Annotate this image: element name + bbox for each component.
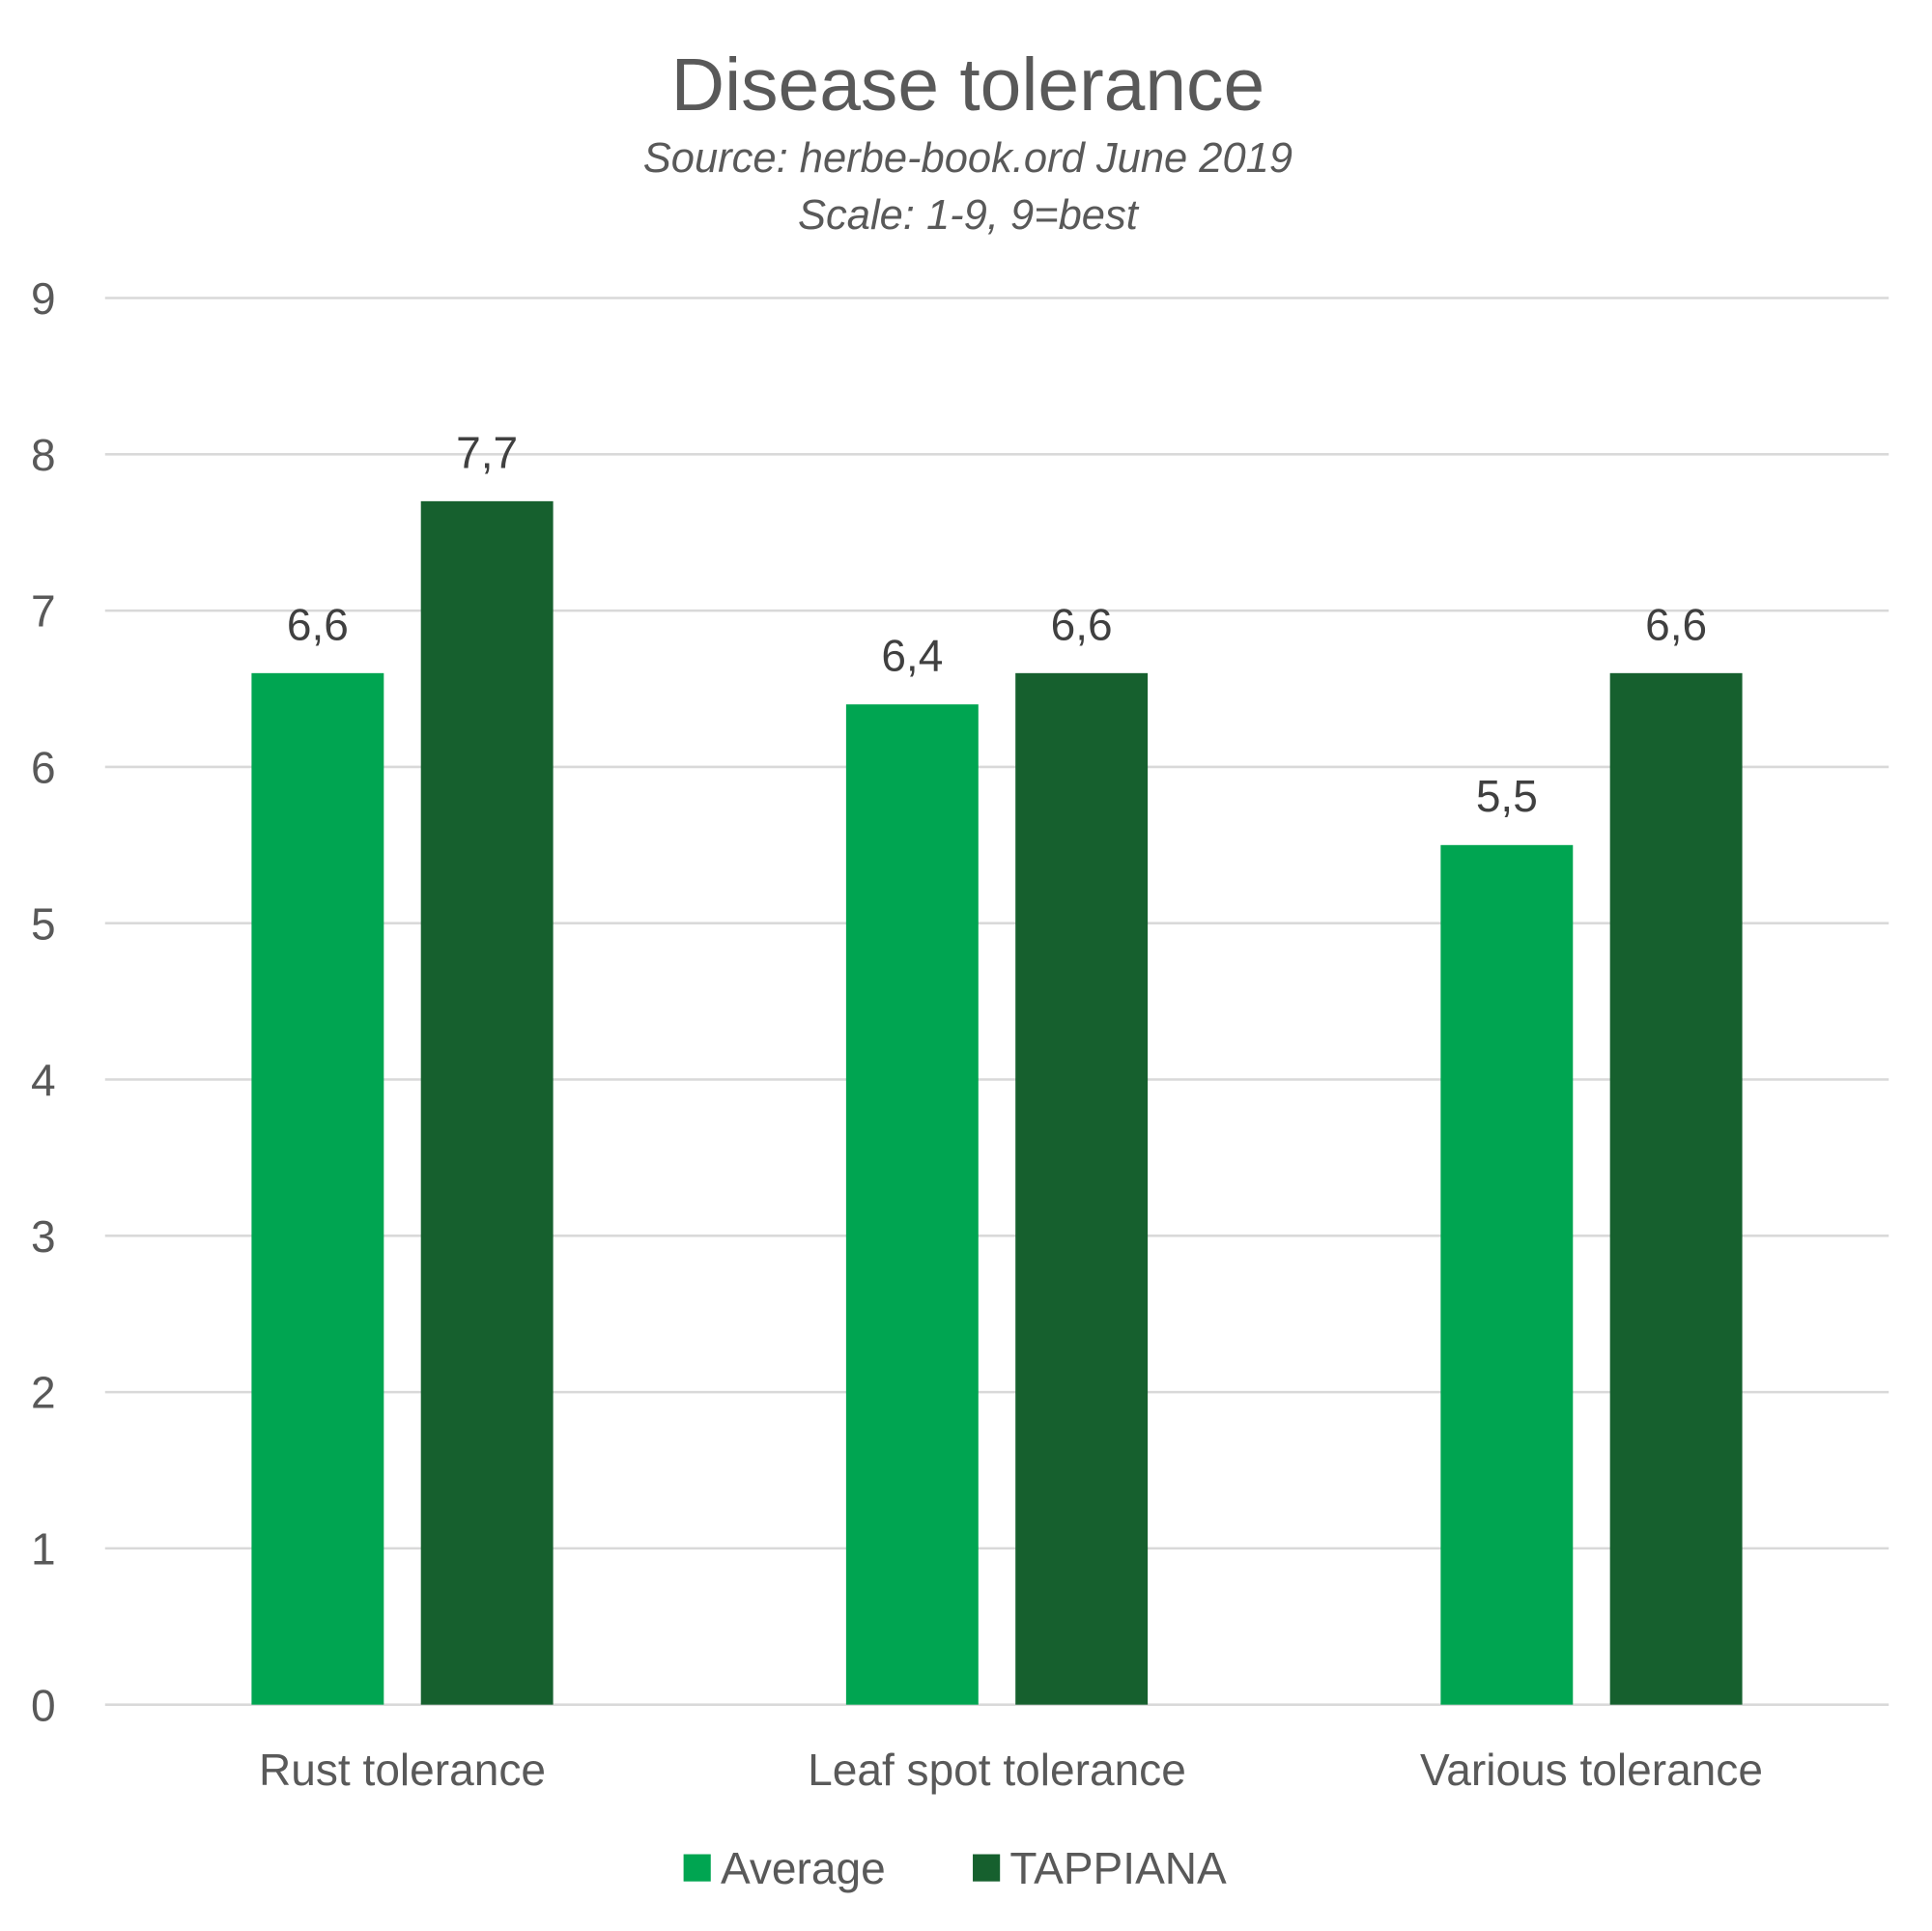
- bar-tappiana: [420, 500, 554, 1705]
- data-label: 6,6: [287, 599, 349, 649]
- gridlines: [104, 297, 1889, 1706]
- y-axis-ticks: 0 1 2 3 4 5 6 7 8 9: [31, 273, 56, 1730]
- y-tick-label: 2: [31, 1368, 56, 1418]
- data-label: 5,5: [1476, 771, 1538, 821]
- legend-label: Average: [721, 1843, 886, 1893]
- legend-label: TAPPIANA: [1009, 1843, 1227, 1893]
- bar-tappiana: [1015, 672, 1149, 1705]
- data-label: 6,6: [1051, 599, 1113, 649]
- x-axis-ticks: Rust tolerance Leaf spot tolerance Various…: [259, 1745, 1763, 1795]
- legend-swatch-tappiana: [973, 1854, 1001, 1882]
- bar-average: [251, 672, 384, 1705]
- bar-average: [1440, 844, 1574, 1705]
- bar-average: [845, 704, 979, 1705]
- y-tick-label: 3: [31, 1211, 56, 1262]
- y-tick-label: 5: [31, 898, 56, 949]
- x-tick-label: Rust tolerance: [259, 1745, 546, 1795]
- y-tick-label: 0: [31, 1680, 56, 1730]
- chart-subtitle-line-1: Source: herbe-book.ord June 2019: [643, 135, 1293, 182]
- y-tick-label: 9: [31, 273, 56, 324]
- data-label: 6,4: [881, 631, 943, 681]
- legend: Average TAPPIANA: [683, 1843, 1227, 1893]
- chart-title: Disease tolerance: [671, 44, 1264, 127]
- x-tick-label: Various tolerance: [1420, 1745, 1763, 1795]
- y-tick-label: 4: [31, 1055, 56, 1105]
- y-tick-label: 8: [31, 430, 56, 480]
- data-label: 6,6: [1645, 599, 1707, 649]
- bars: 6,6 7,7 6,4 6,6 5,5 6,6: [251, 427, 1743, 1705]
- legend-swatch-average: [683, 1854, 711, 1882]
- data-label: 7,7: [456, 427, 518, 477]
- x-tick-label: Leaf spot tolerance: [808, 1745, 1186, 1795]
- chart-subtitle-line-2: Scale: 1-9, 9=best: [798, 192, 1140, 239]
- bar-tappiana: [1609, 672, 1743, 1705]
- y-tick-label: 6: [31, 743, 56, 793]
- y-tick-label: 7: [31, 586, 56, 637]
- y-tick-label: 1: [31, 1524, 56, 1575]
